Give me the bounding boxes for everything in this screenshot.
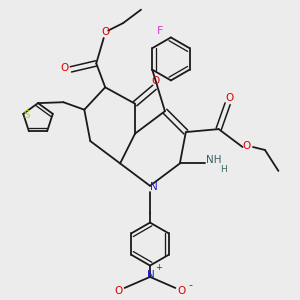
Text: O: O (60, 63, 68, 73)
Text: H: H (220, 165, 226, 174)
Text: O: O (242, 140, 250, 151)
Text: -: - (189, 280, 193, 290)
Text: O: O (152, 76, 160, 86)
Text: O: O (225, 93, 233, 103)
Text: F: F (157, 26, 164, 36)
Text: NH: NH (206, 155, 222, 166)
Text: S: S (23, 110, 30, 120)
Text: O: O (178, 286, 186, 296)
Text: O: O (101, 27, 109, 37)
Text: +: + (155, 263, 162, 272)
Text: O: O (114, 286, 122, 296)
Text: N: N (150, 182, 158, 192)
Text: N: N (147, 270, 154, 280)
